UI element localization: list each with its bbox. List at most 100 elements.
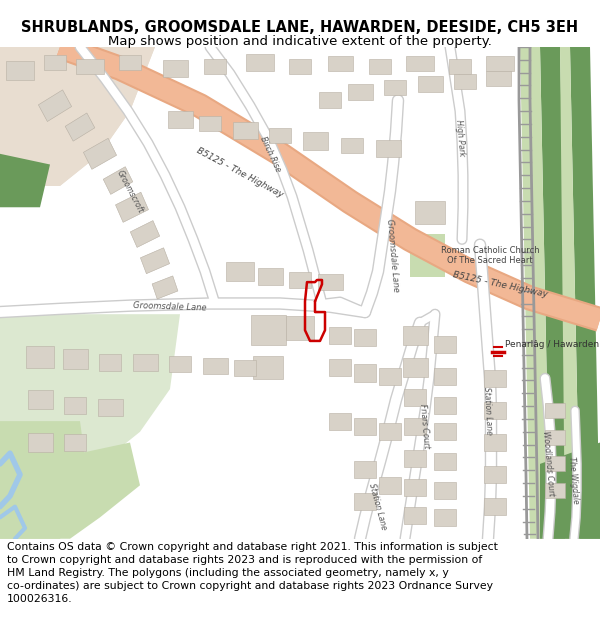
Bar bbox=[28, 390, 53, 409]
Bar bbox=[454, 74, 476, 89]
Text: Roman Catholic Church
Of The Sacred Heart: Roman Catholic Church Of The Sacred Hear… bbox=[440, 246, 539, 265]
Bar bbox=[434, 453, 456, 471]
Bar bbox=[404, 418, 426, 435]
Bar bbox=[44, 56, 66, 71]
Bar bbox=[83, 138, 116, 169]
Polygon shape bbox=[520, 47, 550, 539]
Bar bbox=[234, 359, 256, 376]
Bar bbox=[404, 450, 426, 467]
Bar bbox=[329, 412, 351, 429]
Bar bbox=[286, 316, 314, 340]
Bar bbox=[404, 507, 426, 524]
Bar bbox=[341, 138, 363, 152]
Bar bbox=[379, 423, 401, 441]
Polygon shape bbox=[0, 314, 180, 496]
Bar bbox=[406, 56, 434, 71]
Bar bbox=[404, 479, 426, 496]
Bar bbox=[347, 84, 373, 100]
Bar bbox=[302, 132, 328, 149]
Text: Station Lane: Station Lane bbox=[482, 386, 494, 434]
Bar bbox=[545, 429, 565, 444]
Bar bbox=[130, 221, 160, 248]
Bar bbox=[384, 80, 406, 95]
Bar bbox=[434, 396, 456, 414]
Text: The Wigdale: The Wigdale bbox=[568, 456, 581, 504]
Bar bbox=[203, 357, 227, 374]
Bar bbox=[434, 482, 456, 499]
Text: Station Lane: Station Lane bbox=[367, 482, 389, 531]
Bar bbox=[133, 354, 157, 371]
Text: Birch Rise: Birch Rise bbox=[258, 134, 282, 173]
Text: B5125 - The Highway: B5125 - The Highway bbox=[195, 146, 285, 200]
Bar bbox=[319, 92, 341, 108]
Bar bbox=[64, 396, 86, 414]
Bar bbox=[64, 434, 86, 451]
Bar bbox=[226, 262, 254, 281]
Bar bbox=[317, 274, 343, 290]
Bar bbox=[354, 461, 376, 478]
Bar bbox=[289, 59, 311, 74]
Bar bbox=[204, 59, 226, 74]
Bar bbox=[103, 167, 133, 194]
Text: Woodlands Court: Woodlands Court bbox=[541, 431, 556, 497]
Bar bbox=[289, 272, 311, 288]
Bar bbox=[65, 113, 95, 141]
Text: Groomsdale Lane: Groomsdale Lane bbox=[385, 218, 401, 292]
Bar bbox=[246, 54, 274, 71]
Bar bbox=[76, 59, 104, 74]
Text: Groomscroft: Groomscroft bbox=[115, 168, 145, 214]
Bar bbox=[403, 358, 427, 377]
Text: Groomsdale Lane: Groomsdale Lane bbox=[133, 301, 207, 312]
Bar bbox=[484, 466, 506, 483]
Polygon shape bbox=[540, 47, 570, 539]
Bar bbox=[449, 59, 471, 74]
Bar bbox=[354, 329, 376, 346]
Polygon shape bbox=[540, 442, 600, 539]
Text: Friars Court: Friars Court bbox=[418, 404, 430, 449]
Bar bbox=[404, 389, 426, 406]
Bar bbox=[403, 326, 427, 345]
Bar bbox=[369, 59, 391, 74]
Bar bbox=[418, 76, 443, 92]
Bar bbox=[434, 423, 456, 441]
Bar bbox=[484, 402, 506, 419]
Bar bbox=[62, 349, 88, 369]
Bar bbox=[167, 111, 193, 128]
Bar bbox=[434, 509, 456, 526]
Bar bbox=[26, 346, 54, 368]
Text: Contains OS data © Crown copyright and database right 2021. This information is : Contains OS data © Crown copyright and d… bbox=[7, 542, 498, 604]
Bar bbox=[169, 356, 191, 372]
Bar bbox=[484, 498, 506, 515]
Polygon shape bbox=[0, 47, 155, 186]
Text: High Park: High Park bbox=[454, 119, 466, 156]
Text: SHRUBLANDS, GROOMSDALE LANE, HAWARDEN, DEESIDE, CH5 3EH: SHRUBLANDS, GROOMSDALE LANE, HAWARDEN, D… bbox=[22, 20, 578, 35]
Bar bbox=[379, 477, 401, 494]
Polygon shape bbox=[570, 47, 600, 539]
Bar bbox=[199, 116, 221, 131]
Bar bbox=[545, 483, 565, 498]
Bar bbox=[116, 192, 148, 222]
Bar bbox=[28, 433, 53, 452]
Bar bbox=[233, 122, 257, 139]
Bar bbox=[484, 434, 506, 451]
Bar bbox=[545, 403, 565, 418]
Bar bbox=[354, 492, 376, 510]
Bar bbox=[328, 56, 353, 71]
Bar bbox=[329, 359, 351, 376]
Text: Penarlâg / Hawarden: Penarlâg / Hawarden bbox=[505, 339, 599, 349]
Bar bbox=[119, 56, 141, 71]
Bar bbox=[376, 140, 401, 157]
Bar bbox=[269, 128, 291, 143]
Bar bbox=[97, 399, 122, 416]
Polygon shape bbox=[0, 442, 140, 539]
Bar bbox=[415, 201, 445, 224]
Text: B5125 - The Highway: B5125 - The Highway bbox=[452, 270, 548, 299]
Bar bbox=[329, 327, 351, 344]
Bar bbox=[434, 336, 456, 352]
Bar bbox=[38, 90, 71, 121]
Bar bbox=[486, 56, 514, 71]
Polygon shape bbox=[0, 154, 50, 208]
Bar bbox=[140, 248, 170, 274]
Bar bbox=[485, 71, 511, 86]
Bar bbox=[484, 370, 506, 387]
